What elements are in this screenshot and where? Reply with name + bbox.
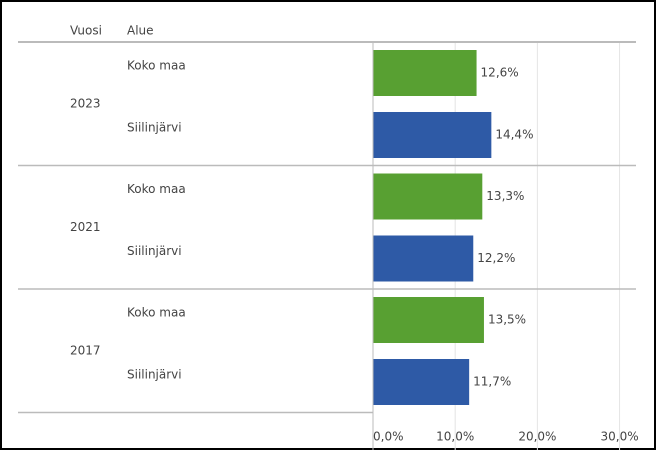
- bar: [373, 112, 492, 158]
- area-label: Koko maa: [127, 59, 186, 73]
- bar: [373, 359, 470, 405]
- x-tick-label: 0,0%: [373, 430, 404, 444]
- value-label: 13,3%: [486, 189, 524, 203]
- value-label: 14,4%: [495, 128, 533, 142]
- value-label: 11,7%: [473, 375, 511, 389]
- area-label: Siilinjärvi: [127, 368, 182, 382]
- area-label: Siilinjärvi: [127, 244, 182, 258]
- area-label: Siilinjärvi: [127, 121, 182, 135]
- bar: [373, 50, 477, 96]
- bar: [373, 235, 474, 282]
- x-tick-label: 10,0%: [436, 430, 474, 444]
- area-label: Koko maa: [127, 182, 186, 196]
- x-tick-label: 20,0%: [518, 430, 556, 444]
- area-label: Koko maa: [127, 306, 186, 320]
- value-label: 12,6%: [481, 66, 519, 80]
- year-label: 2017: [70, 343, 101, 357]
- row-header: Vuosi: [70, 24, 102, 38]
- bar: [373, 297, 484, 343]
- value-label: 13,5%: [488, 313, 526, 327]
- row-header: Alue: [127, 24, 154, 38]
- value-label: 12,2%: [477, 251, 515, 265]
- year-label: 2023: [70, 96, 101, 110]
- bar: [373, 173, 483, 220]
- x-tick-label: 30,0%: [601, 430, 639, 444]
- year-label: 2021: [70, 220, 101, 234]
